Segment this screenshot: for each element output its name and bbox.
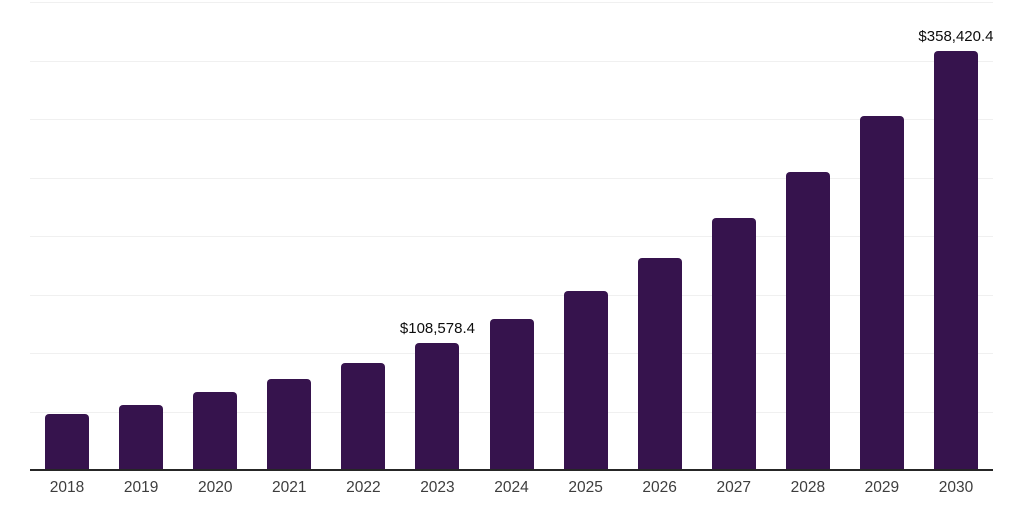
- bar-slot-2020: [178, 2, 252, 470]
- bar-2022: [341, 362, 386, 470]
- x-axis-label-2020: 2020: [197, 479, 233, 496]
- bar-2029: [859, 115, 904, 470]
- gridline-250000: [30, 177, 993, 179]
- bar-slot-2021: [252, 2, 326, 470]
- gridline-350000: [30, 60, 993, 62]
- x-axis-label-2029: 2029: [864, 479, 900, 496]
- bar-slot-2027: [697, 2, 771, 470]
- x-axis-label-2026: 2026: [642, 479, 677, 496]
- bar-2024: [489, 318, 534, 470]
- bar-slot-2024: [474, 2, 548, 470]
- bar-2028: [785, 172, 830, 470]
- x-axis-label-2022: 2022: [346, 479, 381, 496]
- bar-slot-2025: [549, 2, 623, 470]
- bar-2018: [45, 413, 90, 470]
- bar-slot-2030: $358,420.4: [918, 2, 994, 470]
- bar-slot-2026: [623, 2, 697, 470]
- bar-2020: [193, 392, 238, 470]
- bar-slot-2028: [771, 2, 845, 470]
- x-axis-label-2021: 2021: [272, 479, 307, 496]
- bar-2026: [637, 258, 682, 470]
- bar-slot-2019: [104, 2, 178, 470]
- x-axis-label-2019: 2019: [123, 479, 159, 496]
- bar-2019: [119, 404, 164, 470]
- plot-area: $108,578.4 $358,420.4: [30, 2, 994, 471]
- x-axis-label-2030: 2030: [938, 479, 974, 496]
- bar-slot-2022: [326, 2, 400, 470]
- x-axis-label-2024: 2024: [494, 479, 529, 496]
- gridline-150000: [30, 294, 993, 296]
- x-axis-label-2027: 2027: [716, 479, 751, 496]
- gridline-400000: [30, 2, 993, 3]
- gridline-200000: [30, 236, 993, 237]
- x-axis-label-2025: 2025: [568, 479, 603, 496]
- x-axis-line: [30, 469, 993, 471]
- x-axis-label-2018: 2018: [49, 479, 85, 496]
- bar-2027: [711, 217, 756, 470]
- x-axis-label-2028: 2028: [790, 479, 826, 496]
- gridline-300000: [30, 119, 993, 120]
- data-label-2030: $358,420.4: [918, 27, 994, 45]
- bar-2023: $108,578.4: [400, 320, 475, 470]
- x-axis-label-2023: 2023: [420, 479, 455, 496]
- bar-2030: $358,420.4: [918, 28, 994, 470]
- data-label-2023: $108,578.4: [399, 319, 475, 337]
- bar-2021: [267, 378, 312, 470]
- bar-slot-2018: [30, 2, 104, 470]
- bar-slot-2023: $108,578.4: [400, 2, 475, 470]
- bar-2025: [563, 291, 608, 470]
- bar-slot-2029: [845, 2, 919, 470]
- x-axis-labels: 2018 2019 2020 2021 2022 2023 2024 2025 2026 2027…: [30, 479, 993, 497]
- bars: $108,578.4 $358,420.4: [30, 2, 994, 470]
